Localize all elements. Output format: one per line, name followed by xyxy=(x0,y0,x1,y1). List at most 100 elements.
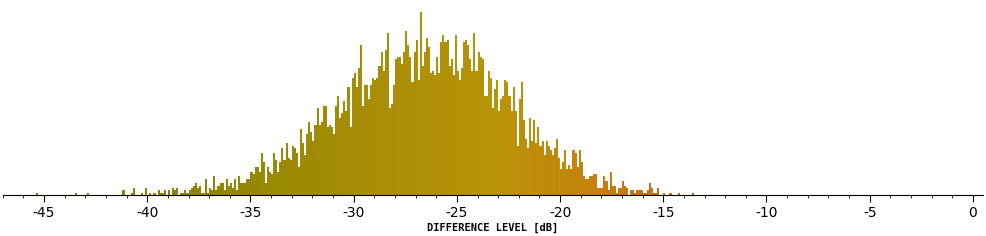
Bar xyxy=(579,151,581,195)
Bar xyxy=(290,160,292,195)
Bar xyxy=(35,193,37,195)
Bar xyxy=(556,139,558,195)
Bar xyxy=(315,125,317,195)
Bar xyxy=(609,172,611,195)
Bar xyxy=(513,87,515,195)
Bar xyxy=(335,106,337,195)
Bar xyxy=(182,193,184,195)
Bar xyxy=(649,183,651,195)
Bar xyxy=(645,193,647,195)
Bar xyxy=(345,111,347,195)
Bar xyxy=(521,82,523,195)
Bar xyxy=(322,106,324,195)
Bar xyxy=(620,188,622,195)
Bar xyxy=(277,172,279,195)
Bar xyxy=(307,134,309,195)
Bar xyxy=(232,188,234,195)
Bar xyxy=(375,80,377,195)
Bar xyxy=(591,176,594,195)
Bar xyxy=(407,45,409,195)
Bar xyxy=(547,146,550,195)
Bar xyxy=(432,71,434,195)
Bar xyxy=(428,47,430,195)
Bar xyxy=(594,174,596,195)
Bar xyxy=(197,188,199,195)
Bar xyxy=(243,183,245,195)
Bar xyxy=(186,193,188,195)
Bar xyxy=(254,167,256,195)
Bar xyxy=(657,188,660,195)
Bar xyxy=(457,71,458,195)
Bar xyxy=(528,148,529,195)
Bar xyxy=(439,73,441,195)
Bar xyxy=(392,85,395,195)
Bar xyxy=(343,101,345,195)
Bar xyxy=(467,45,469,195)
Bar xyxy=(317,108,318,195)
Bar xyxy=(320,122,322,195)
Bar xyxy=(486,97,488,195)
Bar xyxy=(311,132,313,195)
Bar xyxy=(618,188,620,195)
Bar xyxy=(424,52,426,195)
Bar xyxy=(300,129,302,195)
Bar xyxy=(605,181,607,195)
Bar xyxy=(313,141,315,195)
Bar xyxy=(571,169,573,195)
Bar xyxy=(164,190,166,195)
Bar xyxy=(168,190,170,195)
Bar xyxy=(339,118,341,195)
Bar xyxy=(626,188,628,195)
Bar xyxy=(230,183,232,195)
Bar xyxy=(418,80,420,195)
Bar xyxy=(205,179,207,195)
Bar xyxy=(350,127,352,195)
Bar xyxy=(284,160,286,195)
Bar xyxy=(473,33,475,195)
Bar xyxy=(543,155,545,195)
Bar xyxy=(381,52,383,195)
Bar xyxy=(560,169,562,195)
Bar xyxy=(458,80,461,195)
Bar xyxy=(379,66,381,195)
Bar xyxy=(411,82,413,195)
Bar xyxy=(162,193,164,195)
Bar xyxy=(599,188,601,195)
Bar xyxy=(141,193,143,195)
Bar xyxy=(149,193,152,195)
Bar xyxy=(616,193,618,195)
Bar xyxy=(403,52,405,195)
Bar xyxy=(75,193,77,195)
Bar xyxy=(434,75,436,195)
Bar xyxy=(360,45,362,195)
Bar xyxy=(589,176,591,195)
Bar xyxy=(471,71,473,195)
Bar xyxy=(409,57,411,195)
Bar xyxy=(238,176,241,195)
Bar xyxy=(492,108,494,195)
Bar xyxy=(366,85,368,195)
Bar xyxy=(533,120,535,195)
Bar xyxy=(401,64,403,195)
Bar xyxy=(248,179,250,195)
Bar xyxy=(195,183,197,195)
Bar xyxy=(271,174,273,195)
Bar xyxy=(383,71,385,195)
Bar xyxy=(364,85,366,195)
Bar xyxy=(641,190,643,195)
Bar xyxy=(160,193,162,195)
Bar xyxy=(234,179,236,195)
Bar xyxy=(286,143,288,195)
Bar xyxy=(263,162,265,195)
Bar xyxy=(275,160,277,195)
Bar xyxy=(525,139,528,195)
Bar xyxy=(252,174,254,195)
Bar xyxy=(184,190,186,195)
Bar xyxy=(449,66,451,195)
Bar xyxy=(241,183,243,195)
Bar xyxy=(192,186,195,195)
Bar xyxy=(256,167,258,195)
Bar xyxy=(498,111,500,195)
Bar xyxy=(326,127,329,195)
Bar xyxy=(651,188,653,195)
